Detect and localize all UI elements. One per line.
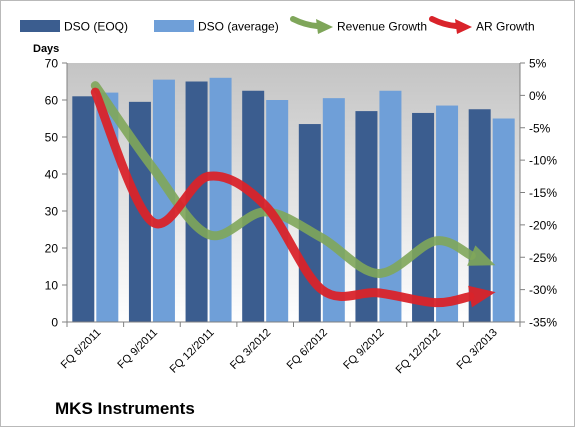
y-tick-label-4: 40 (45, 168, 59, 182)
x-tick-label-4: FQ 6/2012 (285, 327, 330, 372)
x-tick-label-1: FQ 9/2011 (115, 327, 160, 372)
bar-dso-eoq-3 (242, 90, 265, 322)
y2-tick-label-1: 0% (529, 89, 547, 103)
legend-swatch-dso-average (154, 20, 194, 32)
y-tick-label-1: 10 (45, 279, 59, 293)
bar-dso-average-1 (152, 79, 175, 323)
y2-tick-label-6: -25% (529, 251, 557, 265)
y-tick-label-7: 70 (45, 57, 59, 71)
x-tick-label-6: FQ 12/2012 (394, 327, 444, 377)
y-axis-label: Days (33, 43, 59, 55)
bar-dso-eoq-7 (468, 109, 491, 322)
x-tick-label-7: FQ 3/2013 (455, 327, 500, 372)
bar-dso-average-2 (209, 77, 232, 322)
y2-tick-label-5: -20% (529, 218, 557, 232)
bar-dso-average-4 (322, 98, 345, 323)
y-tick-label-6: 60 (45, 94, 59, 108)
legend-swatch-revenue-growth (290, 16, 320, 29)
x-tick-label-5: FQ 9/2012 (341, 327, 386, 372)
y2-tick-label-8: -35% (529, 316, 557, 330)
line-ar-growth-arrowhead (468, 285, 496, 308)
y2-tick-label-3: -10% (529, 154, 557, 168)
y-tick-label-2: 20 (45, 242, 59, 256)
legend-label-revenue-growth: Revenue Growth (337, 20, 427, 34)
legend-label-dso-eoq: DSO (EOQ) (64, 20, 128, 34)
legend-arrow-revenue-growth (316, 19, 333, 34)
line-revenue-growth (90, 81, 476, 278)
bar-dso-eoq-2 (185, 81, 208, 322)
bar-dso-eoq-6 (412, 112, 435, 322)
line-revenue-growth-arrowhead (467, 245, 496, 266)
bar-dso-average-7 (492, 118, 515, 322)
x-tick-label-3: FQ 3/2012 (228, 327, 273, 372)
legend-arrow-ar-growth (455, 19, 472, 34)
y2-tick-label-2: -5% (529, 121, 551, 135)
y2-tick-label-7: -30% (529, 283, 557, 297)
y-tick-label-0: 0 (51, 316, 58, 330)
bar-dso-average-6 (436, 105, 459, 322)
x-tick-label-2: FQ 12/2011 (168, 327, 217, 376)
bar-dso-eoq-0 (72, 96, 95, 322)
legend-label-ar-growth: AR Growth (476, 20, 535, 34)
x-tick-label-0: FQ 6/2011 (59, 327, 104, 372)
y-tick-label-5: 50 (45, 131, 59, 145)
y2-tick-label-0: 5% (529, 57, 547, 71)
legend-swatch-dso-eoq (20, 20, 60, 32)
chart-caption: MKS Instruments (55, 399, 195, 418)
y2-tick-label-4: -15% (529, 186, 557, 200)
bar-dso-average-5 (379, 90, 402, 322)
line-ar-growth (90, 87, 475, 308)
legend-label-dso-average: DSO (average) (198, 20, 279, 34)
y-tick-label-3: 30 (45, 205, 59, 219)
legend-swatch-ar-growth (429, 16, 459, 29)
